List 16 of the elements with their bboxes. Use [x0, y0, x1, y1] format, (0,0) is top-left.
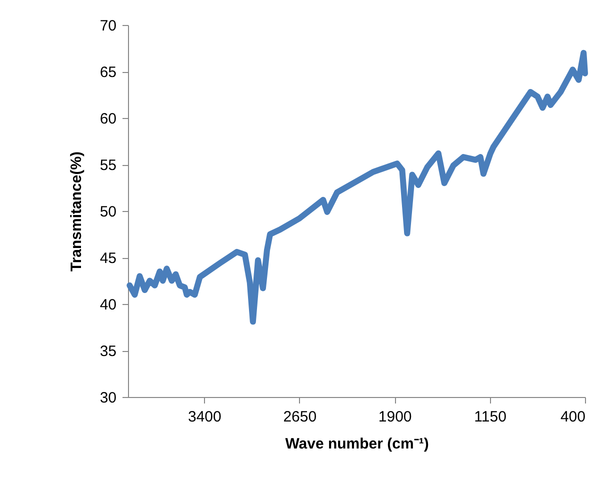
x-axis-title: Wave number (cm⁻¹): [285, 436, 429, 452]
y-axis-title: Transmitance(%): [68, 151, 85, 272]
y-tick-label: 50: [100, 204, 116, 220]
y-tick-label: 30: [100, 390, 116, 406]
x-tick-label: 1150: [474, 408, 506, 426]
y-tick-label: 55: [100, 157, 116, 174]
y-tick-label: 35: [100, 343, 116, 360]
y-tick-label: 70: [100, 18, 116, 34]
y-tick-label: 60: [100, 110, 116, 128]
x-tick-label: 2650: [283, 408, 317, 426]
y-tick-label: 40: [100, 296, 116, 314]
y-tick-label: 45: [100, 250, 116, 267]
x-tick-label: 1900: [378, 408, 412, 426]
y-tick-label: 65: [100, 64, 116, 81]
x-tick-label: 3400: [188, 408, 222, 426]
x-tick-label: 400: [560, 408, 586, 426]
